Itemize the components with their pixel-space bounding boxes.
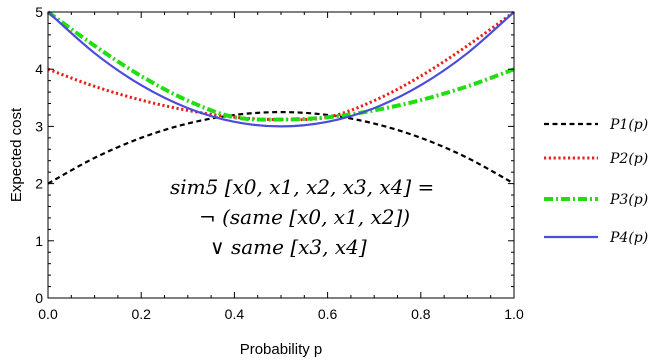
y-tick-label: 2 xyxy=(35,176,43,192)
x-tick-label: 0.0 xyxy=(38,306,58,322)
x-tick-label: 0.6 xyxy=(318,306,338,322)
series-line-2 xyxy=(47,10,515,122)
y-tick-label: 4 xyxy=(35,61,43,77)
x-tick-label: 1.0 xyxy=(504,306,524,322)
y-axis-label: Expected cost xyxy=(8,107,25,202)
y-tick-label: 5 xyxy=(35,4,43,20)
y-tick-label: 0 xyxy=(35,290,43,306)
annotation-line: sim5 [x0, x1, x2, x3, x4] = xyxy=(170,175,434,199)
legend-label: P1(p) xyxy=(609,117,648,133)
legend-label: P4(p) xyxy=(609,230,648,246)
y-tick-label: 1 xyxy=(35,233,43,249)
x-tick-label: 0.2 xyxy=(131,306,151,322)
legend-label: P2(p) xyxy=(609,151,648,167)
series-line-4 xyxy=(47,11,515,128)
series-line-1 xyxy=(47,110,515,185)
x-tick-label: 0.8 xyxy=(411,306,431,322)
annotation-line: ¬ (same [x0, x1, x2]) xyxy=(199,205,410,229)
formula-annotation: sim5 [x0, x1, x2, x3, x4] = ¬ (same [x0, … xyxy=(170,175,434,259)
annotation-line: ∨ same [x3, x4] xyxy=(210,235,367,259)
x-axis-label: Probability p xyxy=(240,341,323,358)
x-tick-label: 0.4 xyxy=(225,306,245,322)
legend: P1(p) P2(p) P3(p) P4(p) xyxy=(544,117,648,246)
series-line-3 xyxy=(46,10,515,122)
legend-label: P3(p) xyxy=(609,192,648,208)
y-tick-label: 3 xyxy=(35,118,43,134)
